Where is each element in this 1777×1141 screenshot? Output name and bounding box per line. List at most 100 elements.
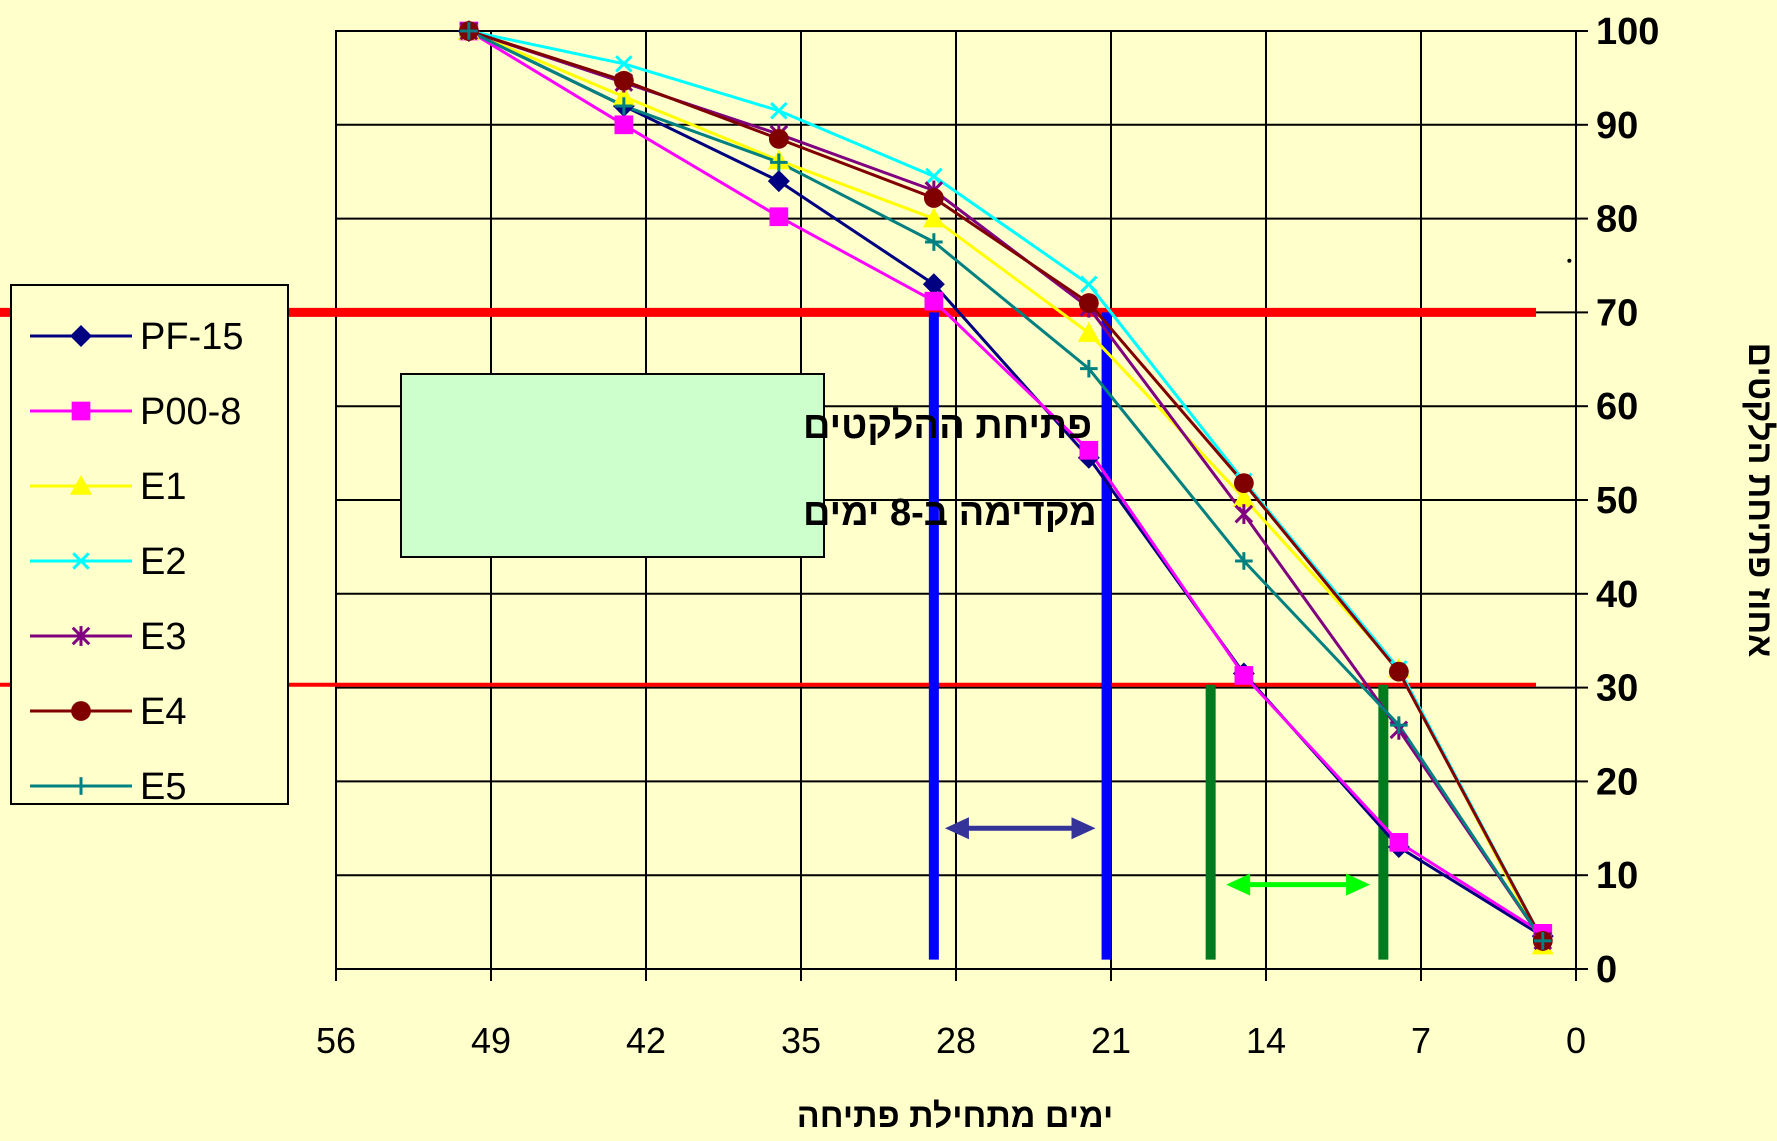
square-marker bbox=[614, 115, 634, 135]
arrow-head-right bbox=[1346, 873, 1371, 896]
y-tick-label: 10 bbox=[1596, 855, 1638, 897]
triangle-marker bbox=[1077, 322, 1100, 342]
plus-marker bbox=[72, 777, 90, 795]
circle-marker bbox=[768, 128, 789, 149]
series-line-E5 bbox=[468, 29, 1545, 942]
y-tick-label: 50 bbox=[1596, 480, 1638, 522]
x-tick-label: 21 bbox=[1091, 1020, 1131, 1061]
legend-label: E2 bbox=[140, 541, 186, 583]
circle-marker bbox=[1233, 473, 1254, 494]
x-tick-label: 49 bbox=[471, 1020, 511, 1061]
y-axis-title: אחוז פתיחת הלקטים bbox=[1741, 343, 1777, 658]
legend-item: E4 bbox=[30, 691, 186, 733]
arrow-head-left bbox=[944, 817, 969, 840]
double-arrow bbox=[1226, 873, 1371, 896]
circle-marker bbox=[613, 70, 634, 91]
plus-marker bbox=[1080, 359, 1098, 378]
x-marker-stroke bbox=[925, 167, 943, 186]
x-tick-label: 28 bbox=[936, 1020, 976, 1061]
x-tick-label: 56 bbox=[316, 1020, 356, 1061]
x-tick-label: 7 bbox=[1411, 1020, 1431, 1061]
series-lines bbox=[468, 29, 1545, 947]
y-tick-label: 60 bbox=[1596, 386, 1638, 428]
circle-marker bbox=[71, 701, 91, 721]
x-marker bbox=[615, 55, 633, 73]
diamond-marker bbox=[70, 325, 92, 347]
legend-item: P00-8 bbox=[30, 391, 241, 433]
plus-marker bbox=[615, 97, 633, 115]
x-marker-stroke bbox=[72, 552, 90, 570]
y-tick-label: 80 bbox=[1596, 199, 1638, 241]
triangle-marker bbox=[1232, 487, 1255, 507]
square-marker bbox=[1389, 833, 1409, 852]
y-tick-label: 20 bbox=[1596, 761, 1638, 803]
plus-marker bbox=[1235, 552, 1253, 570]
legend-item: E2 bbox=[30, 541, 186, 583]
x-marker bbox=[770, 101, 788, 120]
legend-label: E5 bbox=[140, 766, 186, 808]
x-marker-stroke bbox=[1080, 275, 1098, 294]
legend-box bbox=[10, 284, 289, 805]
annotation-line-1: פתיחת ההלקטים bbox=[803, 405, 1092, 447]
series-markers bbox=[457, 20, 1554, 955]
star-marker bbox=[1234, 504, 1254, 524]
legend-label: P00-8 bbox=[140, 391, 241, 433]
x-marker-stroke bbox=[615, 55, 633, 73]
y-tick-label: 30 bbox=[1596, 668, 1638, 710]
circle-marker bbox=[1388, 661, 1409, 682]
plus-marker bbox=[1533, 932, 1552, 950]
x-marker bbox=[925, 167, 943, 186]
star-marker bbox=[71, 626, 91, 646]
x-marker bbox=[72, 552, 90, 570]
square-marker bbox=[769, 207, 789, 227]
square-marker bbox=[1234, 666, 1254, 685]
plus-marker bbox=[460, 22, 478, 40]
square-marker bbox=[924, 291, 944, 311]
plus-marker bbox=[925, 233, 943, 251]
y-tick-label: 70 bbox=[1596, 292, 1638, 334]
arrow-head-left bbox=[1226, 873, 1251, 896]
plus-marker bbox=[1390, 716, 1408, 734]
legend-item: PF-15 bbox=[30, 316, 243, 358]
series-line-PF-15 bbox=[468, 29, 1544, 938]
legend-label: PF-15 bbox=[140, 316, 243, 358]
triangle-marker bbox=[612, 85, 635, 106]
legend: PF-15 P00-8 E1 E2 E3 E4 E5 bbox=[10, 284, 289, 808]
triangle-marker bbox=[70, 475, 92, 495]
y-tick-label: 0 bbox=[1596, 949, 1617, 991]
series-line-P00-8 bbox=[468, 29, 1544, 935]
x-marker bbox=[1080, 275, 1098, 294]
double-arrow bbox=[944, 817, 1096, 840]
stray-dot bbox=[1567, 258, 1572, 263]
x-tick-label: 42 bbox=[626, 1020, 666, 1061]
y-tick-label: 100 bbox=[1596, 11, 1659, 53]
x-axis-title: ימים מתחילת פתיחה bbox=[797, 1097, 1113, 1135]
annotation-box: פתיחת ההלקטים מקדימה ב-8 ימים bbox=[400, 373, 1097, 558]
diamond-marker bbox=[767, 170, 790, 193]
legend-label: E3 bbox=[140, 616, 186, 658]
square-marker bbox=[1079, 440, 1099, 460]
legend-item: E1 bbox=[30, 466, 186, 508]
x-marker-stroke bbox=[770, 101, 788, 120]
diamond-marker bbox=[922, 273, 945, 296]
triangle-marker bbox=[922, 207, 945, 228]
series-line-E2 bbox=[468, 29, 1545, 942]
annotation-arrows bbox=[944, 817, 1371, 896]
legend-label: E4 bbox=[140, 691, 186, 733]
y-tick-label: 40 bbox=[1596, 574, 1638, 616]
x-tick-label: 0 bbox=[1566, 1020, 1586, 1061]
plus-marker bbox=[770, 153, 788, 172]
series-line-E4 bbox=[468, 29, 1545, 942]
circle-marker bbox=[1078, 293, 1099, 313]
annotation-line-2: מקדימה ב-8 ימים bbox=[803, 492, 1097, 534]
x-tick-label: 35 bbox=[781, 1020, 821, 1061]
y-tick-label: 90 bbox=[1596, 105, 1638, 147]
legend-label: E1 bbox=[140, 466, 186, 508]
circle-marker bbox=[923, 188, 944, 208]
square-marker bbox=[71, 401, 91, 421]
legend-item: E5 bbox=[30, 766, 186, 808]
legend-item: E3 bbox=[30, 616, 186, 658]
